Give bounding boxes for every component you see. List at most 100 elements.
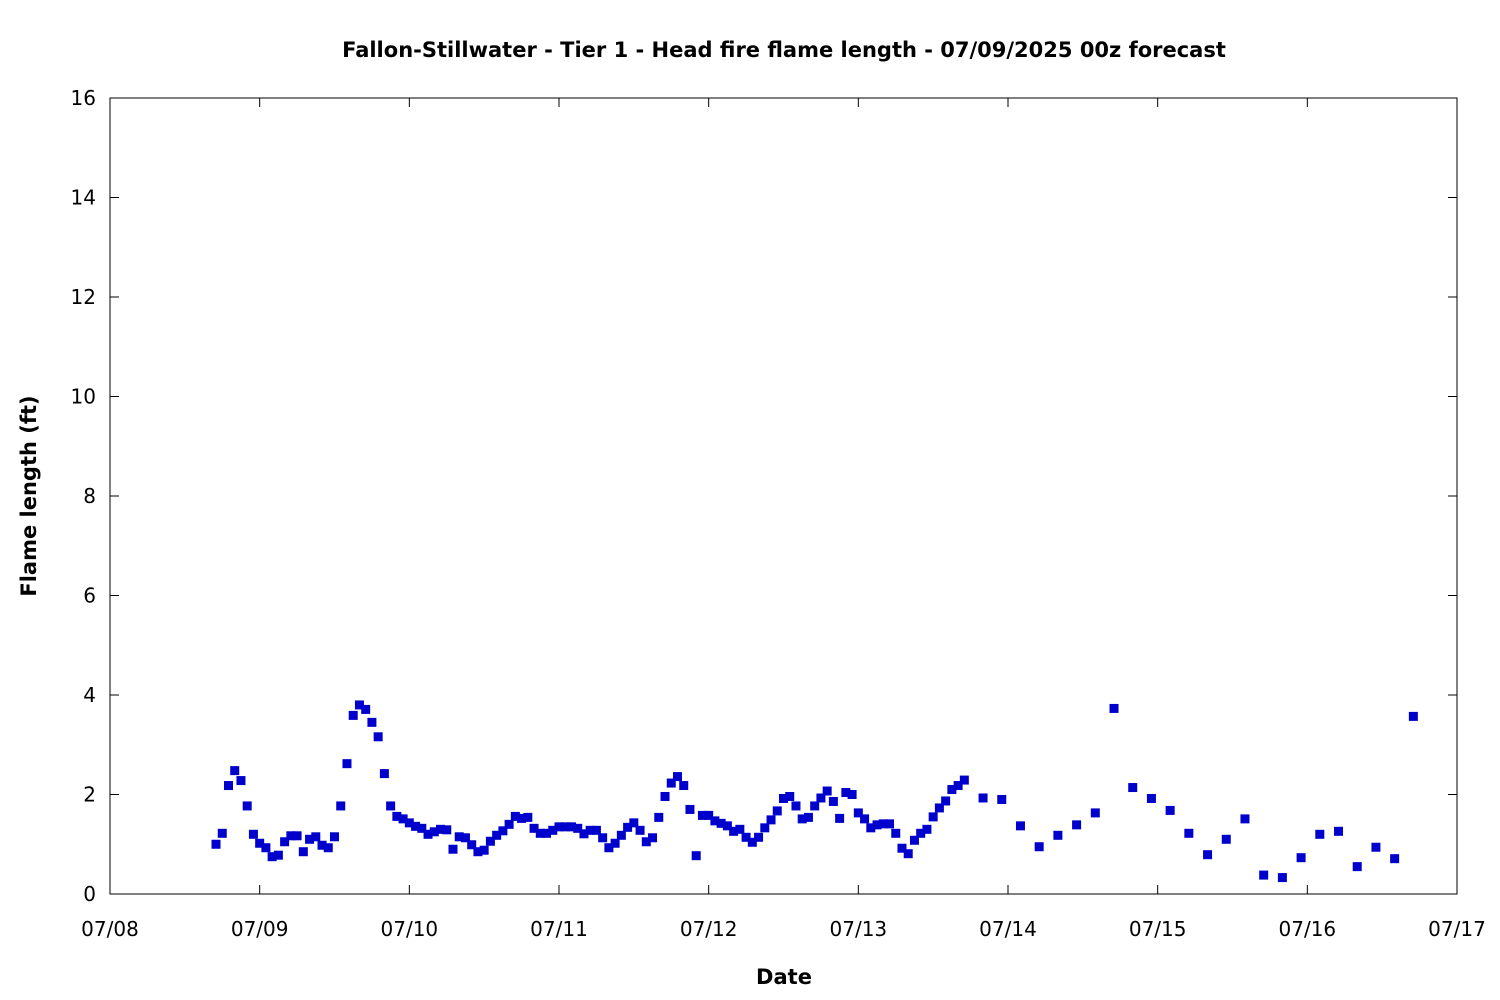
- data-point: [598, 833, 608, 843]
- data-point: [1240, 814, 1250, 824]
- data-point: [523, 812, 533, 822]
- y-tick-label: 2: [83, 783, 96, 807]
- data-point: [510, 811, 520, 821]
- data-point: [1109, 703, 1119, 713]
- data-point: [1277, 873, 1287, 883]
- data-point: [311, 832, 321, 842]
- data-point: [242, 801, 252, 811]
- data-point: [286, 831, 296, 841]
- data-point: [878, 819, 888, 829]
- data-point: [1296, 853, 1306, 863]
- data-point: [853, 808, 863, 818]
- data-point: [710, 816, 720, 826]
- x-tick-label: 07/17: [1428, 917, 1486, 941]
- data-point: [448, 844, 458, 854]
- data-point: [1072, 820, 1082, 830]
- data-point: [535, 828, 545, 838]
- data-point: [498, 826, 508, 836]
- data-point: [404, 818, 414, 828]
- data-point: [860, 814, 870, 824]
- data-point: [330, 832, 339, 842]
- data-point: [479, 845, 489, 855]
- data-point: [255, 838, 265, 848]
- data-point: [897, 843, 907, 853]
- data-point: [248, 829, 258, 839]
- data-point: [273, 850, 283, 860]
- data-point: [1334, 826, 1344, 836]
- data-point: [1371, 842, 1381, 852]
- data-point: [872, 820, 882, 830]
- data-point: [573, 823, 583, 833]
- data-point: [460, 833, 470, 843]
- data-point: [1390, 854, 1400, 864]
- data-point: [816, 793, 826, 803]
- data-point: [891, 828, 901, 838]
- data-point: [473, 847, 483, 857]
- data-point: [342, 759, 352, 769]
- data-point: [386, 801, 396, 811]
- data-point: [517, 813, 527, 823]
- data-point: [978, 793, 988, 803]
- x-tick-label: 07/15: [1129, 917, 1187, 941]
- y-tick-label: 0: [83, 882, 96, 906]
- data-point: [361, 704, 371, 714]
- x-tick-label: 07/12: [680, 917, 738, 941]
- data-point: [760, 823, 770, 833]
- data-point: [223, 781, 233, 791]
- axis-ticks: 0 2 4 6 8 10 12 14 16 07/08 07/09 07/10 07/11 07/12 07…: [71, 86, 1486, 941]
- data-point: [504, 819, 514, 829]
- x-tick-label: 07/11: [530, 917, 588, 941]
- data-point: [591, 825, 601, 835]
- y-tick-label: 6: [83, 584, 96, 608]
- data-point: [885, 819, 895, 829]
- data-point: [754, 832, 764, 842]
- data-point: [1015, 821, 1025, 831]
- data-point: [566, 822, 576, 832]
- data-point: [716, 818, 726, 828]
- data-point: [747, 837, 757, 847]
- data-point: [903, 849, 913, 859]
- data-point: [267, 852, 277, 862]
- data-point: [292, 831, 302, 841]
- data-point: [629, 818, 639, 828]
- data-point: [722, 821, 732, 831]
- y-tick-label: 10: [71, 385, 96, 409]
- data-point: [1315, 829, 1325, 839]
- data-point: [941, 796, 951, 806]
- data-point: [1128, 783, 1138, 793]
- data-point: [810, 801, 820, 811]
- data-point: [604, 843, 614, 853]
- data-point: [704, 810, 714, 820]
- data-point: [298, 847, 308, 857]
- x-tick-label: 07/08: [81, 917, 139, 941]
- data-point: [211, 839, 221, 849]
- data-point: [1352, 862, 1362, 872]
- data-point: [672, 772, 682, 782]
- data-point: [454, 832, 464, 842]
- data-point: [217, 828, 227, 838]
- data-point: [635, 825, 645, 835]
- y-tick-label: 8: [83, 484, 96, 508]
- data-point: [442, 825, 452, 835]
- data-point: [1165, 805, 1175, 815]
- data-point: [697, 810, 707, 820]
- data-point: [230, 766, 240, 776]
- data-point: [1184, 828, 1194, 838]
- data-point: [947, 785, 957, 795]
- data-point: [261, 843, 271, 853]
- data-point: [654, 812, 664, 822]
- data-point: [367, 717, 377, 727]
- data-point: [803, 812, 813, 822]
- data-point: [772, 806, 782, 816]
- data-point: [735, 824, 745, 834]
- plot-frame: [109, 97, 1458, 895]
- data-point: [685, 804, 695, 814]
- data-point: [660, 791, 670, 801]
- data-point: [323, 843, 333, 853]
- data-point: [835, 813, 845, 823]
- data-point: [997, 794, 1007, 804]
- x-tick-label: 07/09: [231, 917, 289, 941]
- data-point: [797, 814, 807, 824]
- data-point: [379, 769, 389, 779]
